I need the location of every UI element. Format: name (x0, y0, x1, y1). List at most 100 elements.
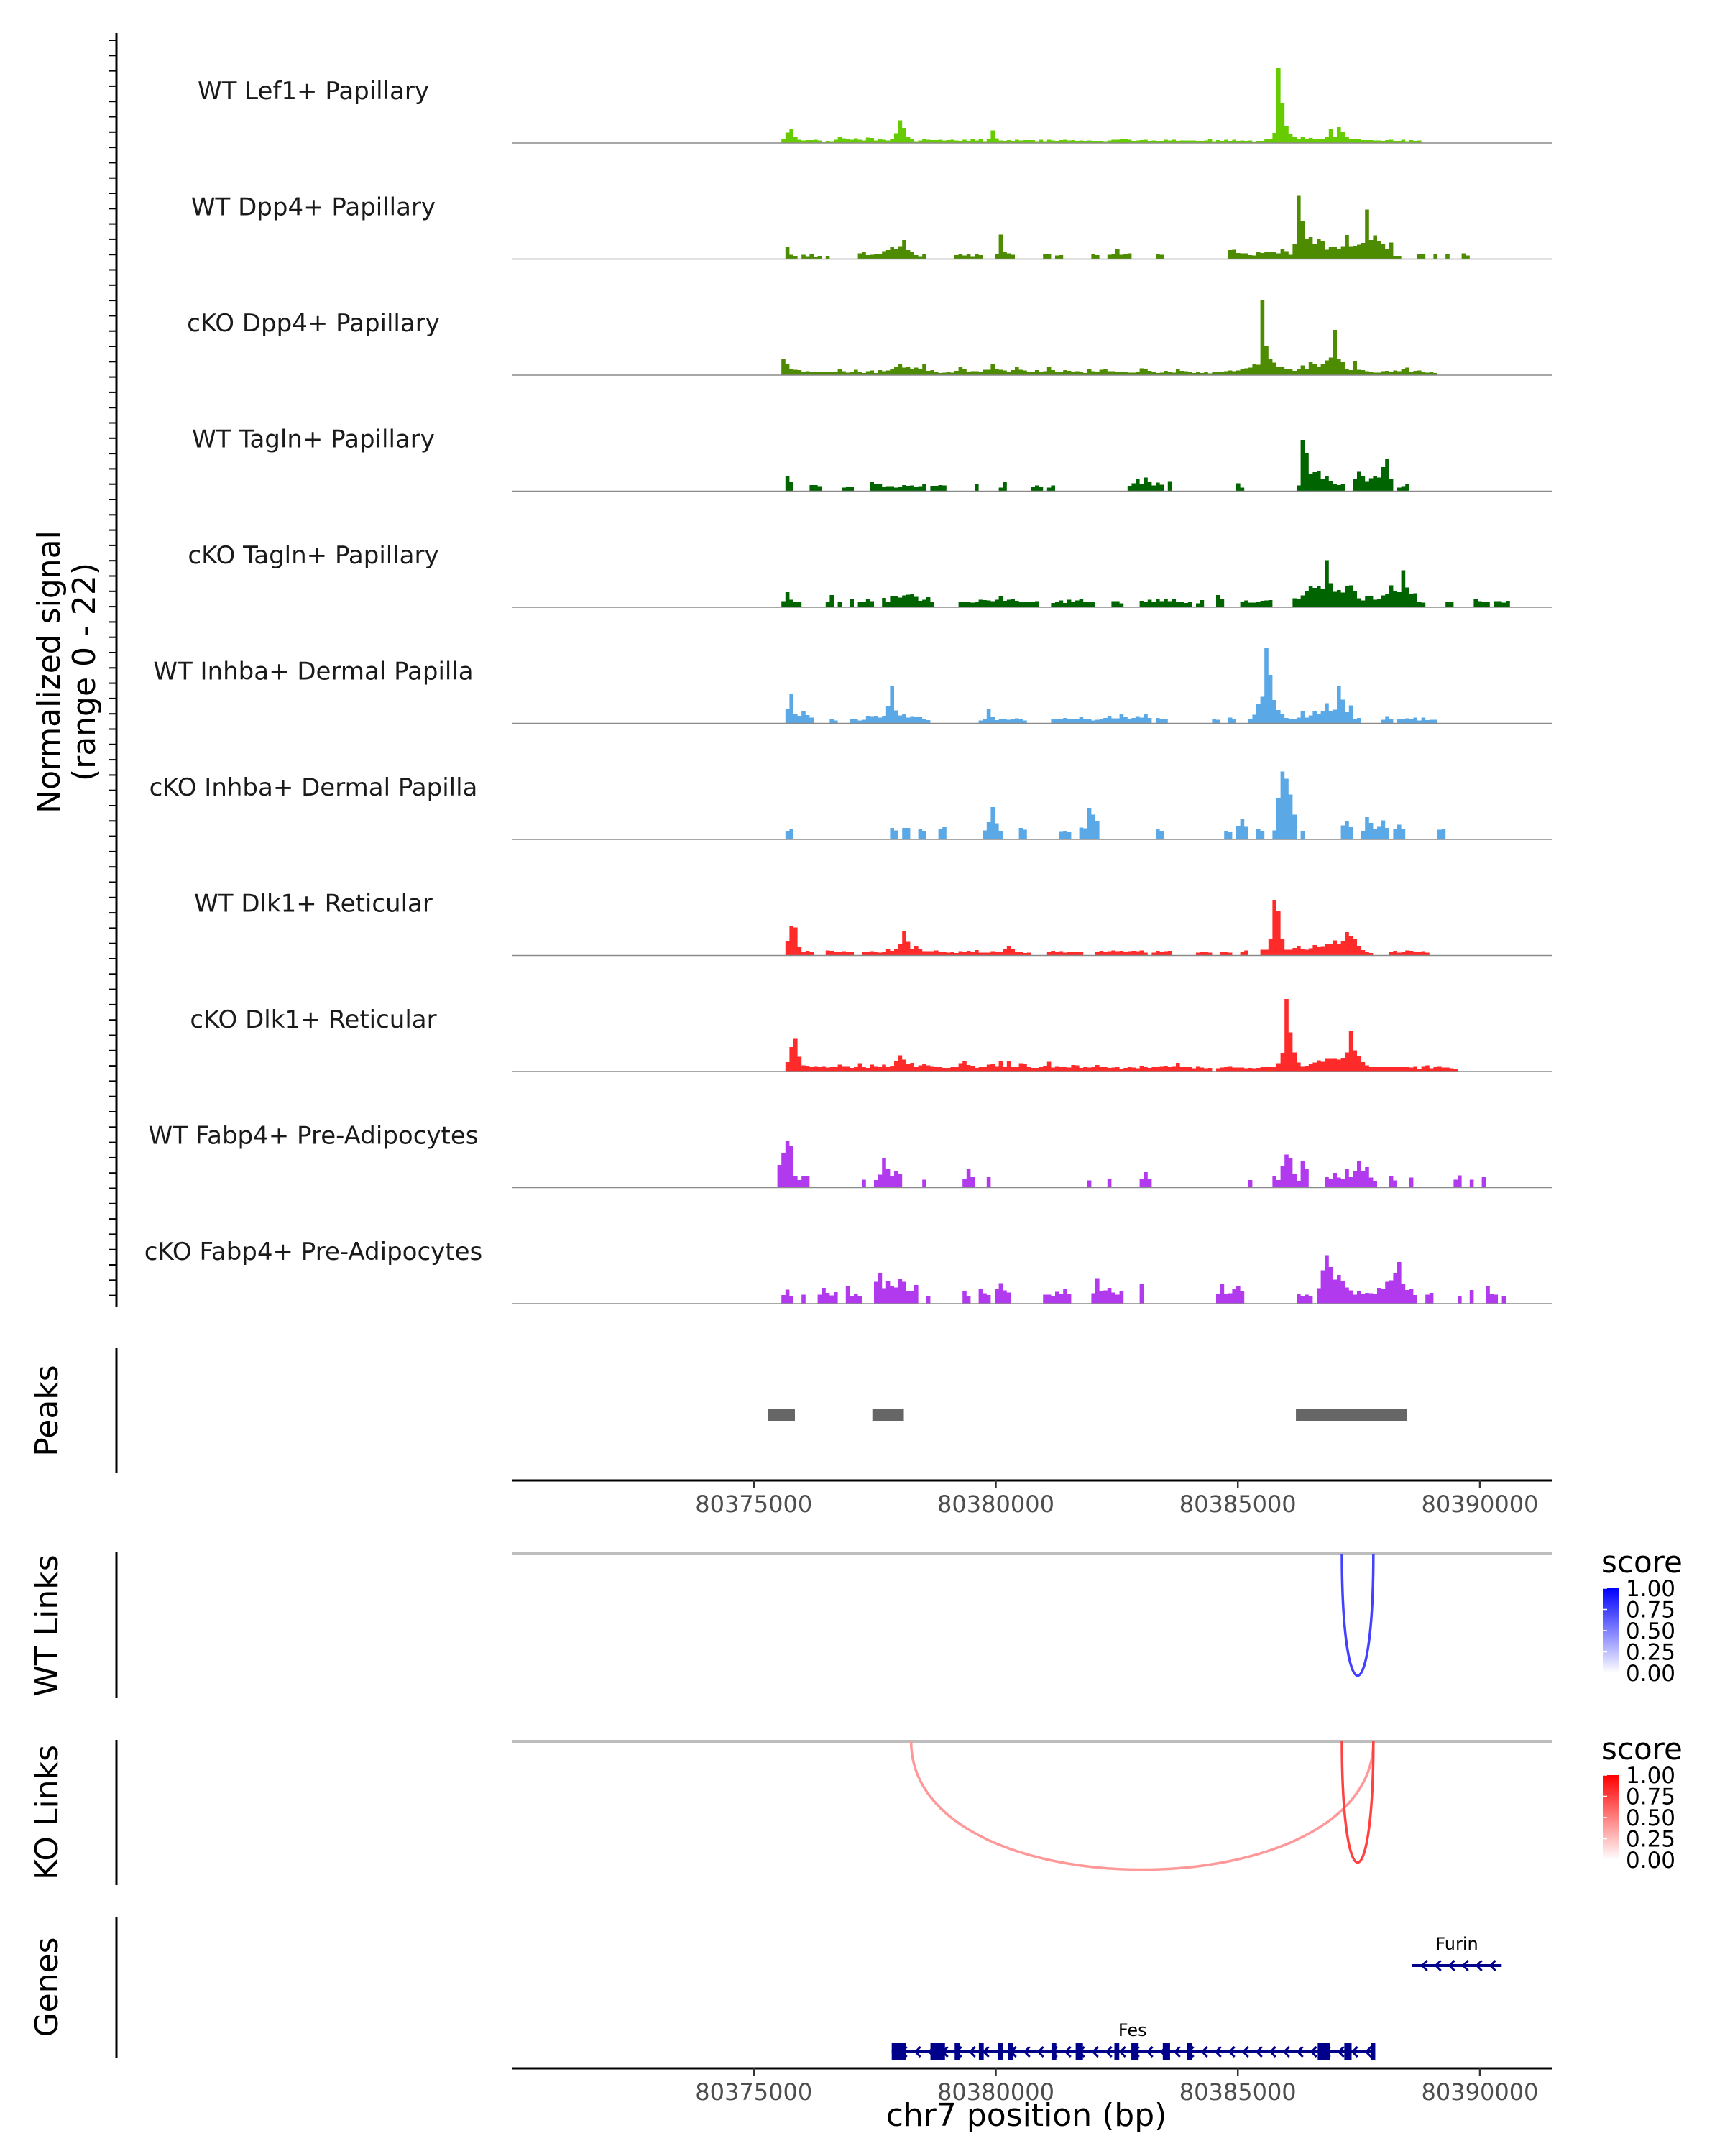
gene-models: Furin Fes (891, 1934, 1502, 2060)
strand-arrow (1434, 1959, 1442, 1972)
links-label: WT Links (29, 1554, 65, 1696)
x-tick-label: 80385000 (1179, 1491, 1297, 1518)
coverage-area (512, 1255, 1510, 1304)
gene-name: Furin (1435, 1934, 1478, 1954)
gene-name: Fes (1118, 2020, 1147, 2040)
coverage-axis-ticks (109, 40, 116, 1296)
strand-arrow (1269, 2045, 1276, 2058)
coverage-panel: WT Lef1+ Papillary WT Dpp4+ Papillary cKO … (31, 33, 1555, 1307)
strand-arrow (1118, 2045, 1126, 2058)
strand-arrow (1351, 2045, 1358, 2058)
coverage-ylabel-range: (range 0 - 22) (66, 563, 103, 781)
coverage-area (512, 195, 1527, 259)
x-tick-label: 80390000 (1422, 2078, 1539, 2106)
strand-arrow (1146, 2045, 1154, 2058)
gene-exon (1131, 2043, 1139, 2060)
genes-panel: Genes Furin Fes (29, 1917, 1502, 2060)
gene-exon (1317, 2043, 1330, 2060)
x-axis-top: 80375000 80380000 80385000 80390000 (512, 1479, 1552, 1518)
strand-arrow (1228, 2045, 1236, 2058)
x-tick-label: 80380000 (937, 2078, 1054, 2106)
strand-arrow (1364, 2045, 1372, 2058)
coverage-track: cKO Dlk1+ Reticular (190, 999, 1552, 1072)
coverage-track: cKO Fabp4+ Pre-Adipocytes (144, 1238, 1552, 1304)
peak-interval (768, 1409, 795, 1421)
peak-interval (1296, 1409, 1407, 1421)
legend-tick-label: 0.75 (1626, 1598, 1675, 1623)
gene-exon (891, 2043, 906, 2060)
gene-exon (1344, 2043, 1352, 2060)
genes-label: Genes (29, 1937, 65, 2037)
coverage-area (512, 900, 1510, 956)
legend-tick-label: 0.75 (1626, 1784, 1675, 1810)
legend-title: score (1601, 1731, 1683, 1766)
coverage-track: WT Inhba+ Dermal Papilla (153, 648, 1552, 724)
coverage-track: WT Lef1+ Papillary (198, 68, 1552, 144)
track-label: cKO Fabp4+ Pre-Adipocytes (144, 1238, 483, 1266)
strand-arrow (1448, 1959, 1455, 1972)
legend-tick-label: 1.00 (1626, 1763, 1675, 1789)
gene-exon (1187, 2043, 1192, 2060)
strand-arrow (1475, 1959, 1483, 1972)
legend-title: score (1601, 1544, 1683, 1580)
coverage-track: WT Fabp4+ Pre-Adipocytes (149, 1122, 1552, 1189)
track-label: WT Tagln+ Papillary (192, 425, 435, 454)
gene-exon (1075, 2043, 1083, 2060)
x-tick-label: 80385000 (1179, 2078, 1297, 2106)
peak-intervals (768, 1409, 1407, 1421)
gene-exon (978, 2043, 984, 2060)
coverage-track: WT Dlk1+ Reticular (194, 890, 1552, 957)
strand-arrow (1337, 2045, 1345, 2058)
track-label: cKO Inhba+ Dermal Papilla (150, 773, 478, 802)
coverage-area (512, 648, 1522, 724)
track-label: cKO Tagln+ Papillary (188, 541, 438, 570)
coverage-track: cKO Dpp4+ Papillary (187, 300, 1552, 376)
coverage-area (512, 440, 1535, 492)
strand-arrow (1489, 1959, 1496, 1972)
coverage-area (512, 771, 1514, 839)
legend-tick-label: 1.00 (1626, 1576, 1675, 1602)
strand-arrow (914, 2045, 921, 2058)
gene-exon (1162, 2043, 1170, 2060)
gene-exon (954, 2043, 960, 2060)
coverage-track: WT Tagln+ Papillary (192, 425, 1552, 492)
strand-arrow (1282, 2045, 1290, 2058)
legend-tick-label: 0.25 (1626, 1640, 1675, 1666)
legend-tick-label: 0.50 (1626, 1618, 1675, 1644)
strand-arrow (1036, 2045, 1044, 2058)
x-tick-label: 80375000 (695, 1491, 812, 1518)
x-axis-bottom: 80375000 80380000 80385000 80390000 (512, 2067, 1552, 2106)
strand-arrow (1173, 2045, 1181, 2058)
coverage-area (512, 300, 1502, 375)
track-label: cKO Dpp4+ Papillary (187, 309, 440, 338)
peaks-panel: Peaks (29, 1348, 1407, 1473)
coverage-area (512, 560, 1555, 607)
link-arc (909, 1741, 1375, 1871)
x-tick-label: 80380000 (937, 1491, 1054, 1518)
gene-exon (1371, 2043, 1376, 2060)
x-tick-label: 80390000 (1422, 1491, 1539, 1518)
track-label: WT Dlk1+ Reticular (194, 890, 433, 918)
coverage-area (512, 68, 1486, 143)
strand-arrow (1105, 2045, 1113, 2058)
x-axis-title: chr7 position (bp) (886, 2097, 1167, 2134)
strand-arrow (1310, 2045, 1317, 2058)
gene-model: Fes (891, 2020, 1376, 2060)
strand-arrow (1064, 2045, 1072, 2058)
coverage-track: cKO Tagln+ Papillary (188, 541, 1555, 608)
strand-arrow (1296, 2045, 1304, 2058)
coverage-track: WT Dpp4+ Papillary (191, 193, 1552, 260)
strand-arrow (1091, 2045, 1099, 2058)
strand-arrow (1241, 2045, 1249, 2058)
legend-tick-label: 0.25 (1626, 1827, 1675, 1853)
track-label: WT Inhba+ Dermal Papilla (153, 658, 473, 686)
gene-exon (930, 2043, 945, 2060)
gene-exon (1051, 2043, 1057, 2060)
gene-exon (1114, 2043, 1120, 2060)
strand-arrow (1214, 2045, 1222, 2058)
track-label: WT Lef1+ Papillary (198, 77, 429, 106)
